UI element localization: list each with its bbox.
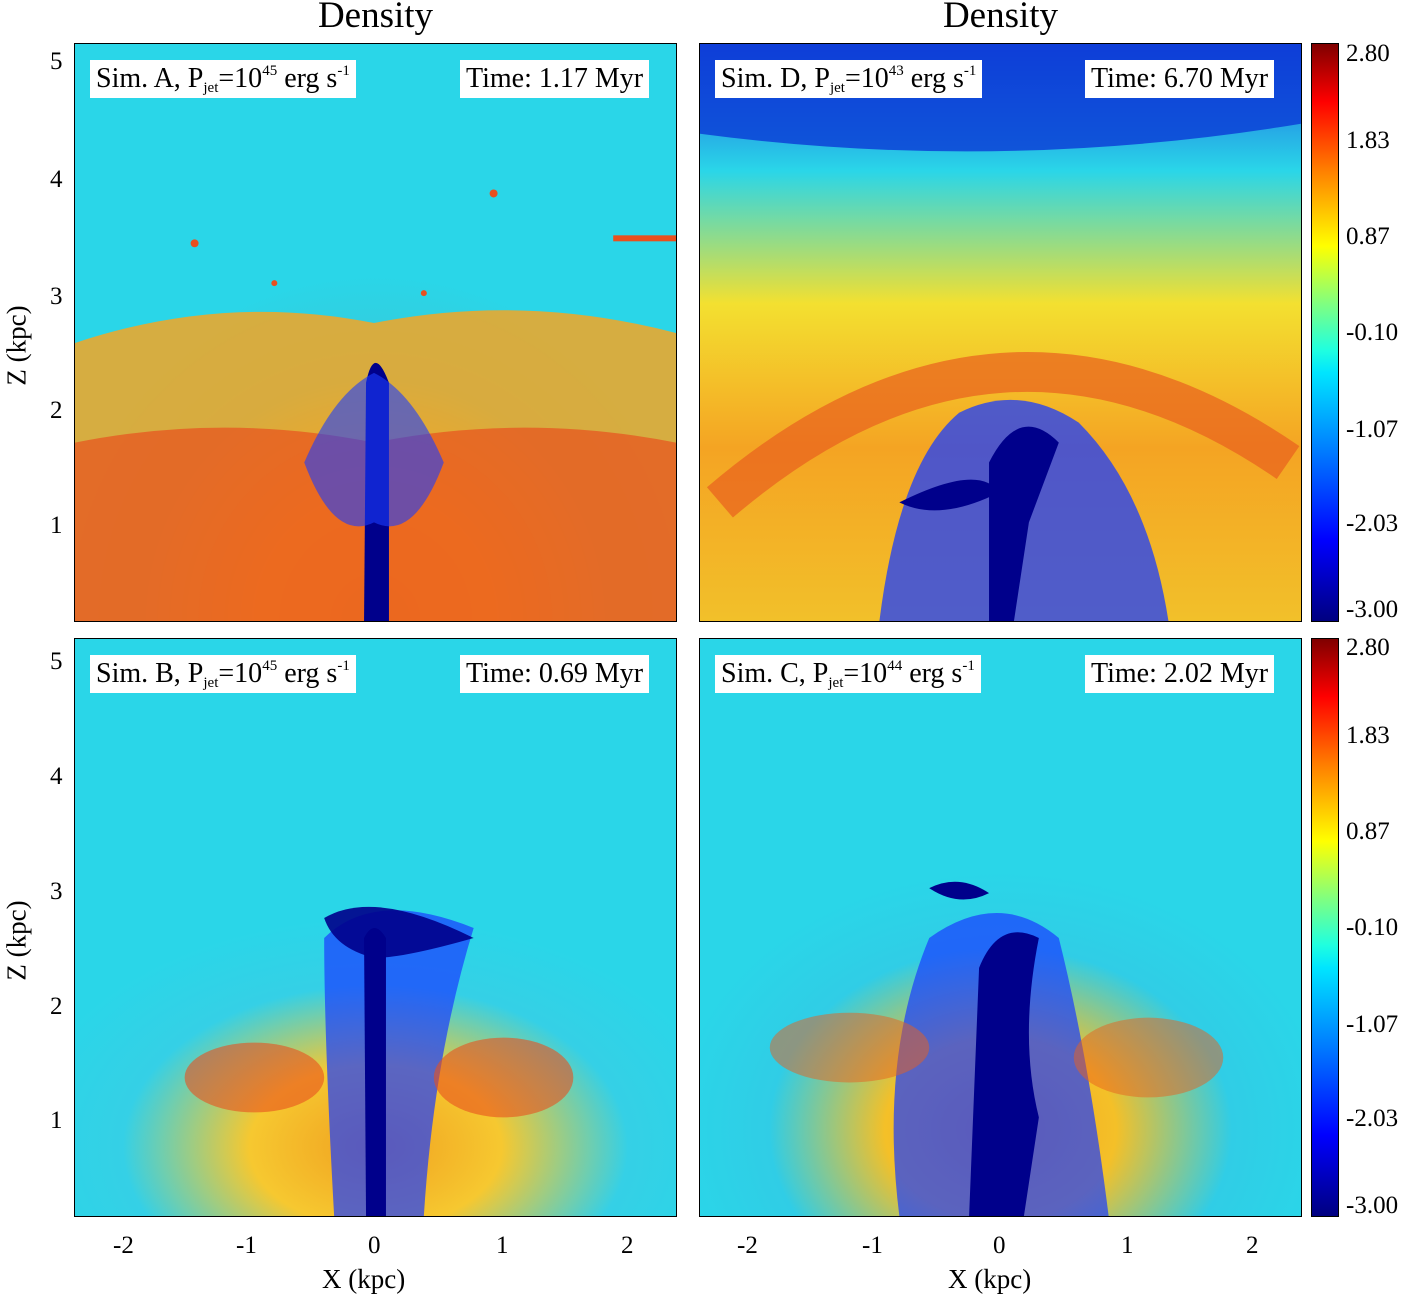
y-axis-label-bottom: Z (kpc) bbox=[1, 900, 32, 981]
y-tick-bottom-2: 2 bbox=[50, 993, 63, 1020]
density-field-d bbox=[700, 44, 1301, 621]
panel-a-time-label: Time: 1.17 Myr bbox=[460, 60, 650, 98]
x-tick-left-0: 0 bbox=[368, 1232, 381, 1259]
y-tick-top-4: 4 bbox=[50, 166, 63, 193]
colorbar-bottom-tick-neg2.03: -2.03 bbox=[1346, 1105, 1399, 1132]
x-tick-right-neg2: -2 bbox=[737, 1232, 758, 1259]
y-tick-top-1: 1 bbox=[50, 512, 63, 539]
colorbar-bottom-tick-0.87: 0.87 bbox=[1346, 818, 1390, 845]
y-tick-bottom-1: 1 bbox=[50, 1107, 63, 1134]
density-map-panel-c bbox=[699, 638, 1302, 1217]
density-map-panel-d bbox=[699, 43, 1302, 622]
x-tick-right-1: 1 bbox=[1121, 1232, 1134, 1259]
density-field-c bbox=[769, 881, 1224, 1216]
x-axis-label-left: X (kpc) bbox=[322, 1264, 406, 1294]
y-tick-top-3: 3 bbox=[50, 283, 63, 310]
colorbar-top-tick-neg0.10: -0.10 bbox=[1346, 319, 1399, 346]
panel-a-sim-label: Sim. A, Pjet=1045 erg s-1 bbox=[90, 60, 356, 98]
colorbar-top-tick-neg1.07: -1.07 bbox=[1346, 416, 1399, 443]
colorbar-top-tick-neg2.03: -2.03 bbox=[1346, 510, 1399, 537]
column-title-right: Density bbox=[942, 0, 1059, 36]
colorbar-bottom-tick-1.83: 1.83 bbox=[1346, 722, 1390, 749]
y-tick-top-5: 5 bbox=[50, 48, 63, 75]
colorbar-bottom bbox=[1311, 638, 1339, 1217]
x-tick-left-1: 1 bbox=[496, 1232, 509, 1259]
colorbar-top-tick-neg3.00: -3.00 bbox=[1346, 596, 1399, 623]
x-tick-right-2: 2 bbox=[1246, 1232, 1259, 1259]
y-tick-bottom-3: 3 bbox=[50, 878, 63, 905]
colorbar-bottom-tick-2.80: 2.80 bbox=[1346, 634, 1390, 661]
density-field-b bbox=[184, 906, 574, 1216]
panel-d-time-label: Time: 6.70 Myr bbox=[1085, 60, 1275, 98]
x-tick-left-2: 2 bbox=[621, 1232, 634, 1259]
colorbar-bottom-tick-neg3.00: -3.00 bbox=[1346, 1192, 1399, 1219]
colorbar-top-tick-2.80: 2.80 bbox=[1346, 40, 1390, 67]
density-field-a bbox=[75, 189, 676, 621]
panel-d-sim-label: Sim. D, Pjet=1043 erg s-1 bbox=[715, 60, 983, 98]
panel-c-sim-label: Sim. C, Pjet=1044 erg s-1 bbox=[715, 655, 981, 693]
colorbar-bottom-tick-neg0.10: -0.10 bbox=[1346, 914, 1399, 941]
x-tick-right-0: 0 bbox=[993, 1232, 1006, 1259]
x-tick-left-neg1: -1 bbox=[236, 1232, 257, 1259]
y-tick-bottom-4: 4 bbox=[50, 763, 63, 790]
column-title-left: Density bbox=[317, 0, 434, 36]
colorbar-top bbox=[1311, 43, 1339, 622]
density-map-panel-a bbox=[74, 43, 677, 622]
density-map-panel-b bbox=[74, 638, 677, 1217]
x-tick-right-neg1: -1 bbox=[862, 1232, 883, 1259]
panel-b-sim-label: Sim. B, Pjet=1045 erg s-1 bbox=[90, 655, 356, 693]
panel-c-time-label: Time: 2.02 Myr bbox=[1085, 655, 1275, 693]
panel-b-time-label: Time: 0.69 Myr bbox=[460, 655, 650, 693]
x-tick-left-neg2: -2 bbox=[113, 1232, 134, 1259]
colorbar-top-tick-1.83: 1.83 bbox=[1346, 127, 1390, 154]
colorbar-top-tick-0.87: 0.87 bbox=[1346, 223, 1390, 250]
y-tick-top-2: 2 bbox=[50, 397, 63, 424]
y-axis-label-top: Z (kpc) bbox=[1, 305, 32, 386]
colorbar-bottom-tick-neg1.07: -1.07 bbox=[1346, 1011, 1399, 1038]
y-tick-bottom-5: 5 bbox=[50, 648, 63, 675]
x-axis-label-right: X (kpc) bbox=[948, 1264, 1032, 1294]
